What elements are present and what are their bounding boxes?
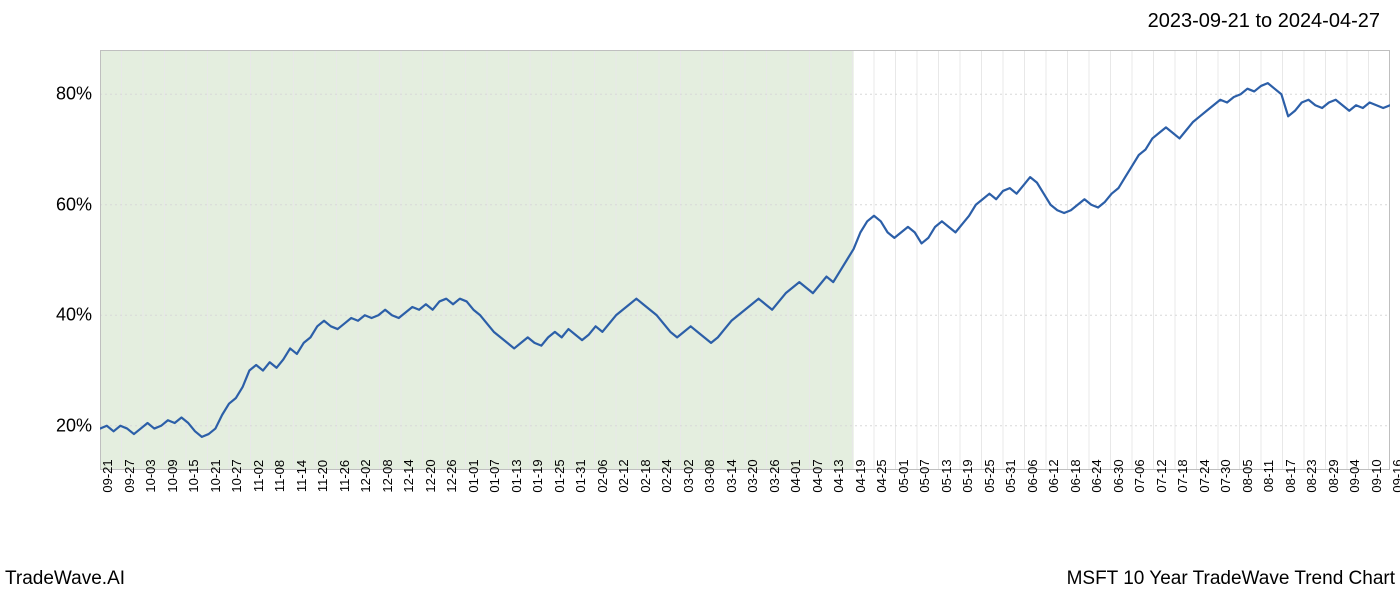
x-tick-label: 07-18 [1175, 459, 1190, 492]
x-tick-label: 09-16 [1390, 459, 1400, 492]
x-tick-label: 05-13 [939, 459, 954, 492]
y-tick-label: 20% [56, 415, 92, 436]
x-tick-label: 02-06 [595, 459, 610, 492]
x-tick-label: 10-21 [208, 459, 223, 492]
x-tick-label: 10-03 [143, 459, 158, 492]
x-tick-label: 04-13 [831, 459, 846, 492]
x-tick-label: 08-17 [1283, 459, 1298, 492]
x-tick-label: 02-18 [638, 459, 653, 492]
footer-brand: TradeWave.AI [5, 568, 125, 590]
x-tick-label: 04-25 [874, 459, 889, 492]
plot-area: 20%40%60%80%09-2109-2710-0310-0910-1510-… [100, 50, 1390, 470]
x-tick-label: 05-25 [982, 459, 997, 492]
x-tick-label: 01-25 [552, 459, 567, 492]
date-range-label: 2023-09-21 to 2024-04-27 [1148, 10, 1380, 33]
x-tick-label: 12-02 [358, 459, 373, 492]
x-tick-label: 09-04 [1347, 459, 1362, 492]
x-tick-label: 09-27 [122, 459, 137, 492]
x-tick-label: 11-14 [294, 460, 309, 492]
highlight-band [100, 50, 854, 470]
x-tick-label: 06-18 [1068, 459, 1083, 492]
chart-container: 20% 40% 60% 80% 09-21 09-27 10-03 10-09 10-15 10-… [0, 50, 1400, 540]
x-tick-label: 05-07 [917, 459, 932, 492]
chart-svg [100, 50, 1390, 470]
x-tick-label: 11-20 [315, 460, 330, 492]
x-tick-label: 05-19 [960, 459, 975, 492]
x-tick-label: 08-29 [1326, 459, 1341, 492]
x-tick-label: 02-12 [616, 459, 631, 492]
y-tick-label: 60% [56, 194, 92, 215]
x-tick-label: 12-14 [401, 459, 416, 492]
x-tick-label: 03-14 [724, 459, 739, 492]
x-tick-label: 07-30 [1218, 459, 1233, 492]
x-tick-label: 09-21 [100, 459, 115, 492]
y-tick-label: 80% [56, 84, 92, 105]
x-tick-label: 01-01 [466, 459, 481, 492]
x-tick-label: 01-31 [573, 459, 588, 492]
x-tick-label: 05-31 [1003, 459, 1018, 492]
x-tick-label: 11-08 [272, 460, 287, 492]
x-tick-label: 01-13 [509, 459, 524, 492]
x-tick-label: 02-24 [659, 459, 674, 492]
x-tick-label: 12-08 [380, 459, 395, 492]
x-tick-label: 08-05 [1240, 459, 1255, 492]
x-tick-label: 07-06 [1132, 459, 1147, 492]
x-tick-label: 09-10 [1369, 459, 1384, 492]
x-tick-label: 01-19 [530, 459, 545, 492]
x-tick-label: 10-09 [165, 459, 180, 492]
x-tick-label: 07-24 [1197, 459, 1212, 492]
x-tick-label: 01-07 [487, 459, 502, 492]
x-tick-label: 06-12 [1046, 459, 1061, 492]
x-tick-label: 03-26 [767, 459, 782, 492]
x-tick-label: 04-01 [788, 459, 803, 492]
x-tick-label: 03-20 [745, 459, 760, 492]
x-tick-label: 10-27 [229, 459, 244, 492]
x-tick-label: 06-06 [1025, 459, 1040, 492]
chart-title: MSFT 10 Year TradeWave Trend Chart [1067, 568, 1395, 590]
y-tick-label: 40% [56, 305, 92, 326]
x-tick-label: 06-24 [1089, 459, 1104, 492]
x-tick-label: 11-26 [337, 460, 352, 492]
x-tick-label: 03-08 [702, 459, 717, 492]
x-tick-label: 07-12 [1154, 459, 1169, 492]
x-tick-label: 04-19 [853, 459, 868, 492]
x-tick-label: 11-02 [251, 460, 266, 492]
x-tick-label: 03-02 [681, 459, 696, 492]
x-tick-label: 08-23 [1304, 459, 1319, 492]
x-tick-label: 12-26 [444, 459, 459, 492]
x-tick-label: 12-20 [423, 459, 438, 492]
x-tick-label: 10-15 [186, 459, 201, 492]
x-tick-label: 08-11 [1261, 460, 1276, 492]
x-tick-label: 06-30 [1111, 459, 1126, 492]
x-tick-label: 05-01 [896, 459, 911, 492]
x-tick-label: 04-07 [810, 459, 825, 492]
